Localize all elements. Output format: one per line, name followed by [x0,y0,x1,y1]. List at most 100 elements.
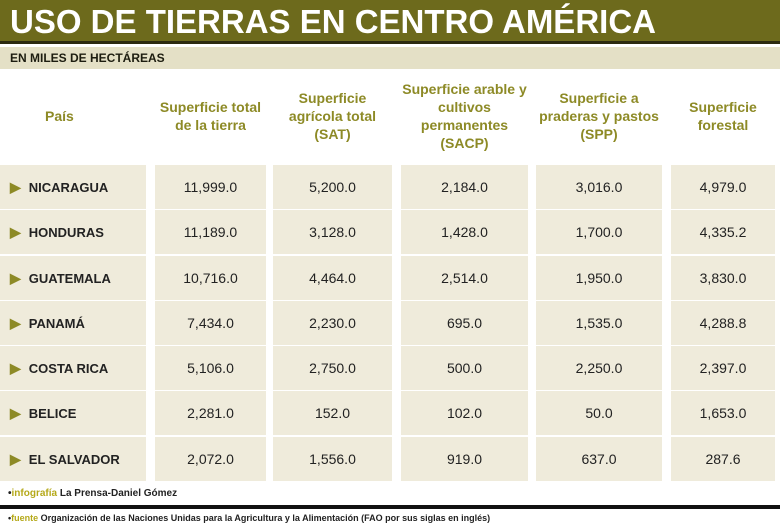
column-header: Superficie forestal [689,99,757,133]
country-name: PANAMÁ [28,315,85,331]
cell-value: 102.0 [446,405,483,421]
cell-value: 1,428.0 [441,224,488,240]
source-text: Organización de las Naciones Unidas para… [40,513,491,523]
cell-value: 2,250.0 [575,360,623,376]
arrow-icon: ▶ [10,269,21,286]
cell-value: 3,128.0 [309,224,356,240]
credit-label: infografía [11,488,58,499]
value-cell: 919.0 [401,437,528,481]
country-cell: ▶ EL SALVADOR [0,437,146,481]
cell-value: 4,464.0 [309,270,356,286]
cell-value: 5,200.0 [309,179,356,195]
value-cell: 2,281.0 [155,391,266,435]
units-subtitle: EN MILES DE HECTÁREAS [0,47,780,69]
arrow-icon: ▶ [10,314,21,331]
value-cell: 5,200.0 [273,165,392,209]
cell-value: 4,335.2 [699,224,747,240]
arrow-icon: ▶ [10,178,21,195]
cell-value: 695.0 [446,315,483,331]
country-name: BELICE [28,405,77,421]
value-cell: 4,464.0 [273,256,392,300]
country-cell: ▶ HONDURAS [0,210,146,254]
cell-value: 2,072.0 [187,451,234,467]
value-cell: 152.0 [273,391,392,435]
cell-value: 287.6 [705,451,741,467]
country-cell: ▶ BELICE [0,391,146,435]
value-cell: 3,128.0 [273,210,392,254]
country-name: GUATEMALA [28,270,111,286]
cell-value: 11,189.0 [183,224,238,240]
country-cell: ▶ PANAMÁ [0,301,146,345]
country-cell: ▶ NICARAGUA [0,165,146,209]
value-cell: 102.0 [401,391,528,435]
value-cell: 2,230.0 [273,301,392,345]
value-cell: 1,700.0 [536,210,662,254]
cell-value: 500.0 [446,360,483,376]
column-header: Superficie arable y cultivos permanentes… [402,81,527,151]
country-name: NICARAGUA [28,179,109,195]
credit-line: •infografía La Prensa-Daniel Gómez [8,488,178,499]
value-cell: 1,950.0 [536,256,662,300]
value-cell: 1,535.0 [536,301,662,345]
column-header: Superficie a praderas y pastos (SPP) [539,90,659,142]
arrow-icon: ▶ [10,450,21,467]
value-cell: 500.0 [401,346,528,390]
value-cell: 1,428.0 [401,210,528,254]
cell-value: 152.0 [314,405,351,421]
cell-value: 3,830.0 [699,270,747,286]
cell-value: 919.0 [446,451,483,467]
cell-value: 4,979.0 [699,179,747,195]
credit-text: La Prensa-Daniel Gómez [59,488,178,499]
cell-value: 1,535.0 [575,315,623,331]
arrow-icon: ▶ [10,359,21,376]
value-cell: 3,830.0 [671,256,775,300]
cell-value: 2,281.0 [187,405,234,421]
value-cell: 4,335.2 [671,210,775,254]
country-cell: ▶ GUATEMALA [0,256,146,300]
value-cell: 2,514.0 [401,256,528,300]
divider [0,505,780,509]
cell-value: 5,106.0 [187,360,234,376]
country-name: EL SALVADOR [28,451,120,467]
cell-value: 2,397.0 [699,360,747,376]
column-header: Superficie agrícola total (SAT) [288,90,377,142]
cell-value: 4,288.8 [699,315,747,331]
cell-value: 1,950.0 [575,270,623,286]
column-header: País [45,108,74,124]
value-cell: 4,288.8 [671,301,775,345]
page-title: USO DE TIERRAS EN CENTRO AMÉRICA [0,0,780,44]
value-cell: 2,750.0 [273,346,392,390]
value-cell: 11,999.0 [155,165,266,209]
arrow-icon: ▶ [10,223,21,240]
cell-value: 2,514.0 [441,270,488,286]
cell-value: 3,016.0 [575,179,623,195]
value-cell: 695.0 [401,301,528,345]
arrow-icon: ▶ [10,404,21,421]
cell-value: 1,653.0 [699,405,747,421]
cell-value: 1,700.0 [575,224,623,240]
source-label: fuente [11,513,39,523]
value-cell: 1,653.0 [671,391,775,435]
value-cell: 2,397.0 [671,346,775,390]
value-cell: 11,189.0 [155,210,266,254]
value-cell: 637.0 [536,437,662,481]
value-cell: 5,106.0 [155,346,266,390]
country-cell: ▶ COSTA RICA [0,346,146,390]
cell-value: 7,434.0 [187,315,234,331]
cell-value: 50.0 [585,405,613,421]
cell-value: 2,230.0 [309,315,356,331]
value-cell: 50.0 [536,391,662,435]
value-cell: 7,434.0 [155,301,266,345]
value-cell: 10,716.0 [155,256,266,300]
value-cell: 1,556.0 [273,437,392,481]
value-cell: 2,250.0 [536,346,662,390]
cell-value: 1,556.0 [309,451,356,467]
value-cell: 287.6 [671,437,775,481]
country-name: HONDURAS [28,224,104,240]
cell-value: 2,750.0 [309,360,356,376]
cell-value: 10,716.0 [183,270,238,286]
value-cell: 2,184.0 [401,165,528,209]
value-cell: 2,072.0 [155,437,266,481]
column-header: Superficie total de la tierra [159,99,262,133]
value-cell: 4,979.0 [671,165,775,209]
